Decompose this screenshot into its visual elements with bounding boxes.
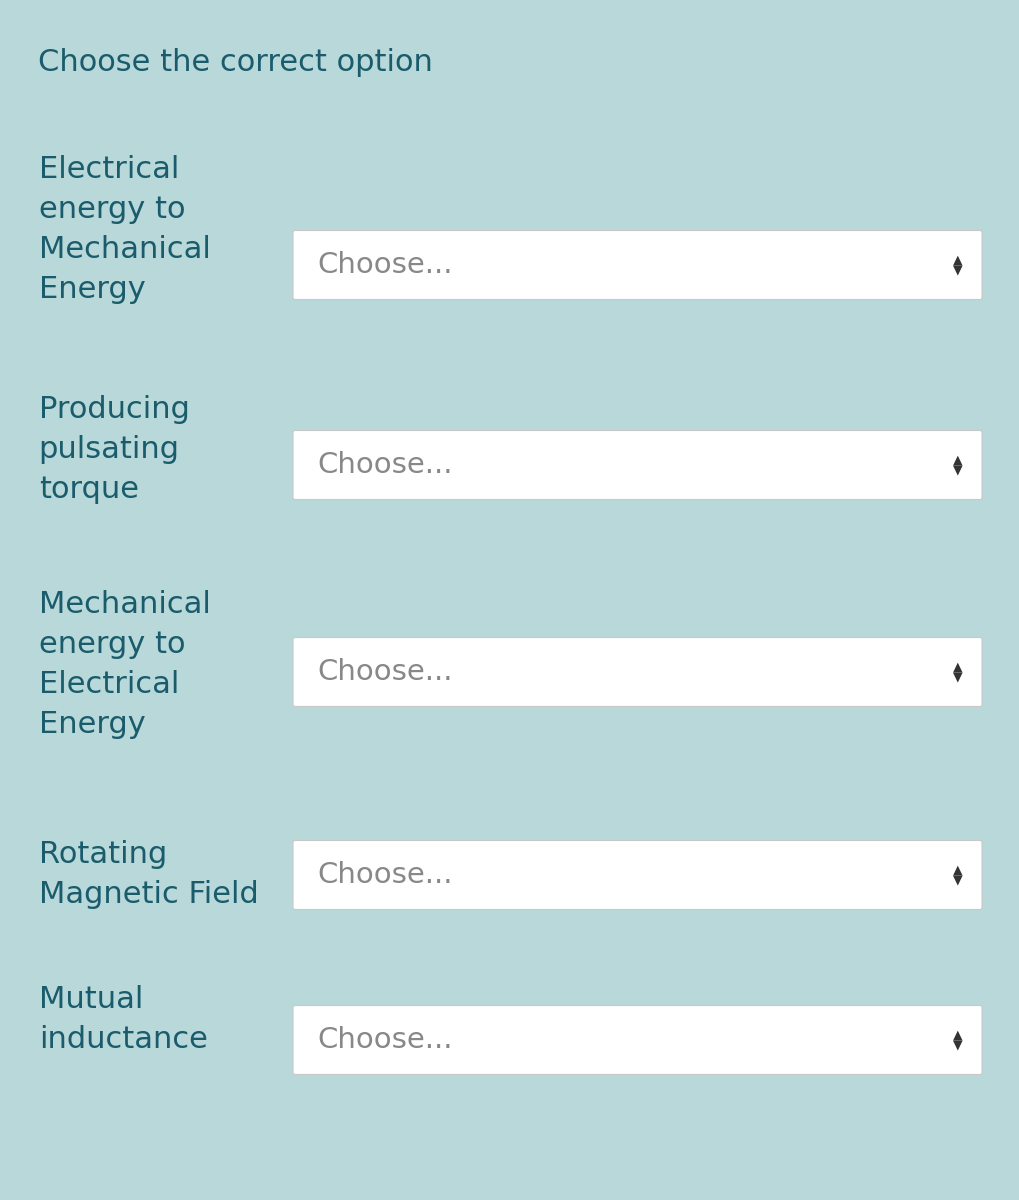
FancyBboxPatch shape <box>293 637 982 707</box>
Text: Producing: Producing <box>39 395 190 424</box>
Text: Choose...: Choose... <box>317 451 452 479</box>
Text: Choose...: Choose... <box>317 251 452 278</box>
Text: Electrical: Electrical <box>39 155 179 184</box>
Text: pulsating: pulsating <box>39 434 179 464</box>
FancyBboxPatch shape <box>293 840 982 910</box>
Text: Choose the correct option: Choose the correct option <box>39 48 433 77</box>
Text: Mutual: Mutual <box>39 985 143 1014</box>
Text: Rotating: Rotating <box>39 840 167 869</box>
FancyBboxPatch shape <box>293 230 982 300</box>
Text: torque: torque <box>39 475 139 504</box>
Text: Choose...: Choose... <box>317 658 452 686</box>
Text: Mechanical: Mechanical <box>39 590 211 619</box>
Text: energy to: energy to <box>39 630 185 659</box>
Text: Energy: Energy <box>39 710 146 739</box>
Text: Energy: Energy <box>39 275 146 304</box>
Text: ▲
▼: ▲ ▼ <box>953 454 963 476</box>
Text: Magnetic Field: Magnetic Field <box>39 880 259 910</box>
Text: energy to: energy to <box>39 194 185 224</box>
FancyBboxPatch shape <box>293 431 982 499</box>
Text: inductance: inductance <box>39 1025 208 1054</box>
Text: ▲
▼: ▲ ▼ <box>953 864 963 887</box>
Text: Choose...: Choose... <box>317 862 452 889</box>
Text: Choose...: Choose... <box>317 1026 452 1054</box>
Text: Electrical: Electrical <box>39 670 179 698</box>
Text: Mechanical: Mechanical <box>39 235 211 264</box>
FancyBboxPatch shape <box>293 1006 982 1074</box>
Text: ▲
▼: ▲ ▼ <box>953 253 963 276</box>
Text: ▲
▼: ▲ ▼ <box>953 660 963 684</box>
Text: ▲
▼: ▲ ▼ <box>953 1028 963 1051</box>
